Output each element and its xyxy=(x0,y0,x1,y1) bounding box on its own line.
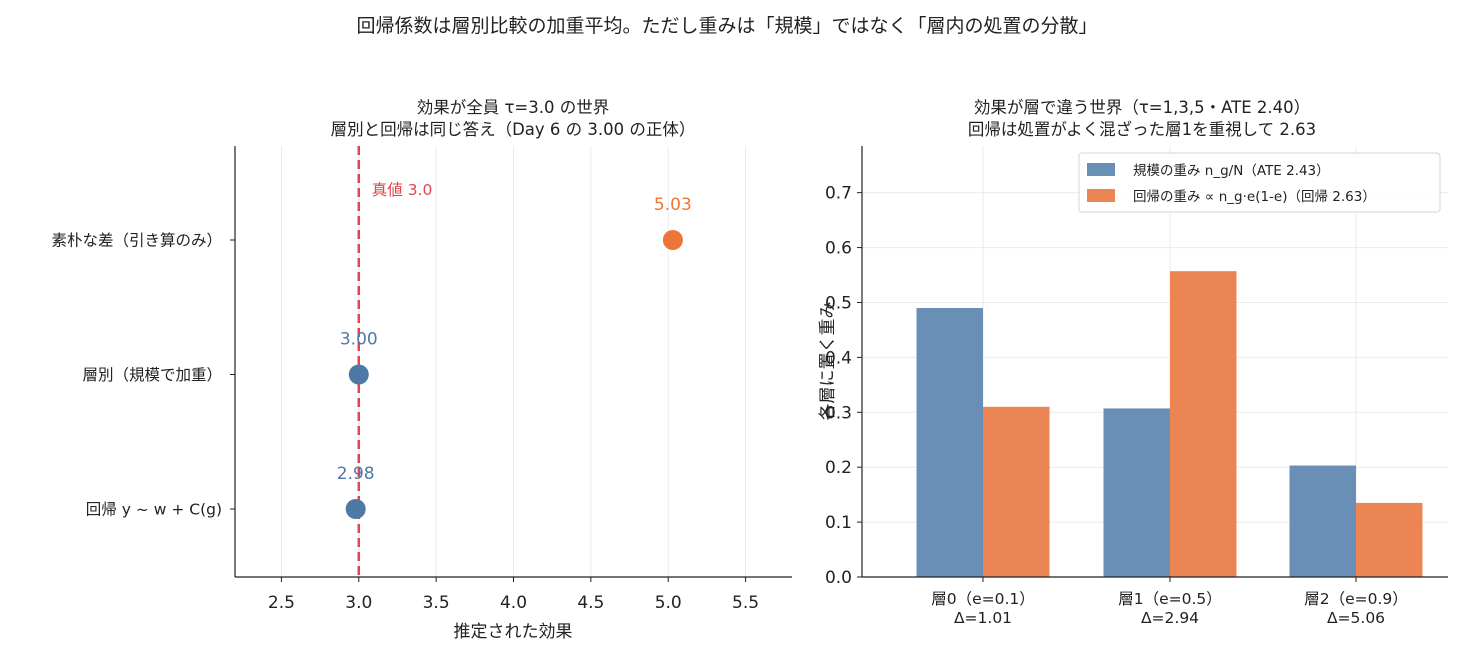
bar-chart-legend: 規模の重み n_g/N（ATE 2.43） 回帰の重み ∝ n_g·e(1-e)（… xyxy=(1078,152,1441,213)
y-tick-label: 0.3 xyxy=(825,403,852,423)
x-tick-label: 3.0 xyxy=(345,593,372,613)
category-label: 層0（e=0.1） xyxy=(931,590,1035,608)
data-label: 2.98 xyxy=(337,464,375,484)
bar-chart-bars xyxy=(916,271,1423,577)
category-label: 素朴な差（引き算のみ） xyxy=(51,231,222,250)
figure-suptitle: 回帰係数は層別比較の加重平均。ただし重みは「規模」ではなく「層内の処置の分散」 xyxy=(356,15,1097,37)
bar xyxy=(1356,502,1423,577)
bar-chart-y-axis-label: 各層に置く重み xyxy=(818,302,838,421)
data-label: 3.00 xyxy=(340,330,378,350)
dot-plot-x-ticks: 2.5 3.0 3.5 4.0 4.5 5.0 5.5 xyxy=(268,577,759,613)
bar-chart-title: 効果が層で違う世界（τ=1,3,5・ATE 2.40） xyxy=(974,98,1310,117)
bar xyxy=(916,307,983,577)
y-tick-label: 0.6 xyxy=(825,239,852,259)
dot-plot-subtitle: 層別と回帰は同じ答え（Day 6 の 3.00 の正体） xyxy=(331,120,696,139)
bar-chart-subtitle: 回帰は処置がよく混ざった層1を重視して 2.63 xyxy=(968,119,1316,139)
bar xyxy=(1289,465,1356,577)
bar-chart-category-labels: 層0（e=0.1）Δ=1.01 層1（e=0.5）Δ=2.94 層2（e=0.9）Δ… xyxy=(931,577,1408,627)
category-label: 層1（e=0.5） xyxy=(1118,590,1222,608)
true-value-reference: 真値 3.0 xyxy=(357,146,433,577)
category-delta-label: Δ=2.94 xyxy=(1141,609,1199,627)
bar-chart-panel: 効果が層で違う世界（τ=1,3,5・ATE 2.40） 回帰は処置がよく混ざった… xyxy=(818,98,1448,627)
legend-swatch xyxy=(1087,189,1115,202)
reference-line-label: 真値 3.0 xyxy=(372,181,433,199)
category-label: 層2（e=0.9） xyxy=(1304,590,1408,608)
y-tick-label: 0.1 xyxy=(825,513,852,533)
x-tick-label: 4.5 xyxy=(577,593,604,613)
x-tick-label: 4.0 xyxy=(500,593,527,613)
data-point xyxy=(345,499,366,519)
y-tick-label: 0.7 xyxy=(825,184,852,204)
legend-swatch xyxy=(1087,163,1115,176)
category-label: 回帰 y ~ w + C(g) xyxy=(86,501,222,519)
y-tick-label: 0.5 xyxy=(825,293,852,313)
category-label: 層別（規模で加重） xyxy=(82,366,222,384)
legend-label: 回帰の重み ∝ n_g·e(1-e)（回帰 2.63） xyxy=(1133,188,1376,205)
bar-chart-axes xyxy=(861,146,1448,578)
x-tick-label: 5.5 xyxy=(732,593,759,613)
category-delta-label: Δ=5.06 xyxy=(1327,609,1385,627)
dot-plot-title: 効果が全員 τ=3.0 の世界 xyxy=(417,98,610,117)
x-tick-label: 3.5 xyxy=(423,593,450,613)
y-tick-label: 0.0 xyxy=(825,568,852,588)
bar-chart-y-ticks: 0.0 0.1 0.2 0.3 0.4 0.5 0.6 0.7 xyxy=(825,184,862,588)
legend-frame xyxy=(1078,152,1441,213)
bar xyxy=(1170,271,1237,577)
dot-plot-x-axis-label: 推定された効果 xyxy=(454,622,573,642)
dot-plot-category-labels: 素朴な差（引き算のみ） 層別（規模で加重） 回帰 y ~ w + C(g) xyxy=(51,231,235,519)
x-tick-label: 2.5 xyxy=(268,593,295,613)
data-point xyxy=(662,230,683,250)
bar xyxy=(1103,408,1170,577)
dot-plot-points: 5.03 3.00 2.98 xyxy=(337,195,692,519)
x-tick-label: 5.0 xyxy=(655,593,682,613)
y-tick-label: 0.4 xyxy=(825,348,852,368)
dot-plot-panel: 効果が全員 τ=3.0 の世界 層別と回帰は同じ答え（Day 6 の 3.00 … xyxy=(51,98,792,642)
data-label: 5.03 xyxy=(654,195,692,215)
bar xyxy=(983,406,1050,577)
data-point xyxy=(348,364,369,385)
category-delta-label: Δ=1.01 xyxy=(954,609,1012,627)
legend-label: 規模の重み n_g/N（ATE 2.43） xyxy=(1133,163,1330,179)
y-tick-label: 0.2 xyxy=(825,458,852,478)
